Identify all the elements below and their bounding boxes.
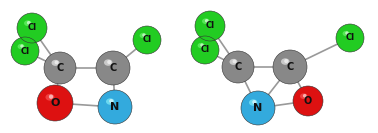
Circle shape: [96, 51, 130, 85]
Circle shape: [284, 59, 288, 63]
Ellipse shape: [342, 31, 350, 36]
Circle shape: [232, 59, 236, 63]
Circle shape: [252, 100, 256, 104]
Circle shape: [205, 19, 209, 23]
Circle shape: [200, 43, 204, 47]
Circle shape: [345, 31, 349, 35]
Text: O: O: [50, 98, 60, 108]
Ellipse shape: [249, 99, 257, 106]
Ellipse shape: [104, 59, 113, 66]
Circle shape: [27, 21, 31, 25]
Ellipse shape: [300, 93, 308, 99]
Circle shape: [133, 26, 161, 54]
Text: Cl: Cl: [20, 47, 29, 55]
Text: Cl: Cl: [345, 34, 355, 43]
Ellipse shape: [229, 59, 237, 65]
Circle shape: [303, 94, 307, 97]
Text: Cl: Cl: [200, 45, 209, 55]
Text: O: O: [304, 96, 312, 106]
Circle shape: [191, 36, 219, 64]
Text: Cl: Cl: [143, 36, 152, 45]
Text: C: C: [234, 62, 242, 72]
Ellipse shape: [139, 33, 147, 38]
Circle shape: [222, 51, 254, 83]
Circle shape: [195, 11, 225, 41]
Ellipse shape: [281, 58, 290, 65]
Text: C: C: [56, 63, 64, 73]
Circle shape: [273, 50, 307, 84]
Ellipse shape: [45, 94, 54, 101]
Circle shape: [142, 33, 146, 37]
Circle shape: [241, 91, 275, 125]
Ellipse shape: [106, 98, 115, 105]
Circle shape: [336, 24, 364, 52]
Circle shape: [44, 52, 76, 84]
Text: N: N: [110, 102, 119, 112]
Circle shape: [107, 60, 111, 64]
Ellipse shape: [51, 60, 59, 66]
Ellipse shape: [24, 20, 31, 26]
Circle shape: [109, 99, 113, 103]
Circle shape: [293, 86, 323, 116]
Ellipse shape: [202, 18, 209, 24]
Circle shape: [17, 13, 47, 43]
Circle shape: [11, 37, 39, 65]
Ellipse shape: [198, 43, 204, 48]
Text: N: N: [253, 103, 263, 113]
Ellipse shape: [18, 44, 25, 49]
Circle shape: [49, 95, 53, 99]
Circle shape: [37, 85, 73, 121]
Text: Cl: Cl: [205, 22, 215, 30]
Text: C: C: [287, 62, 294, 72]
Circle shape: [20, 44, 23, 48]
Circle shape: [98, 90, 132, 124]
Text: C: C: [109, 63, 117, 73]
Circle shape: [54, 61, 58, 64]
Text: Cl: Cl: [28, 24, 37, 32]
